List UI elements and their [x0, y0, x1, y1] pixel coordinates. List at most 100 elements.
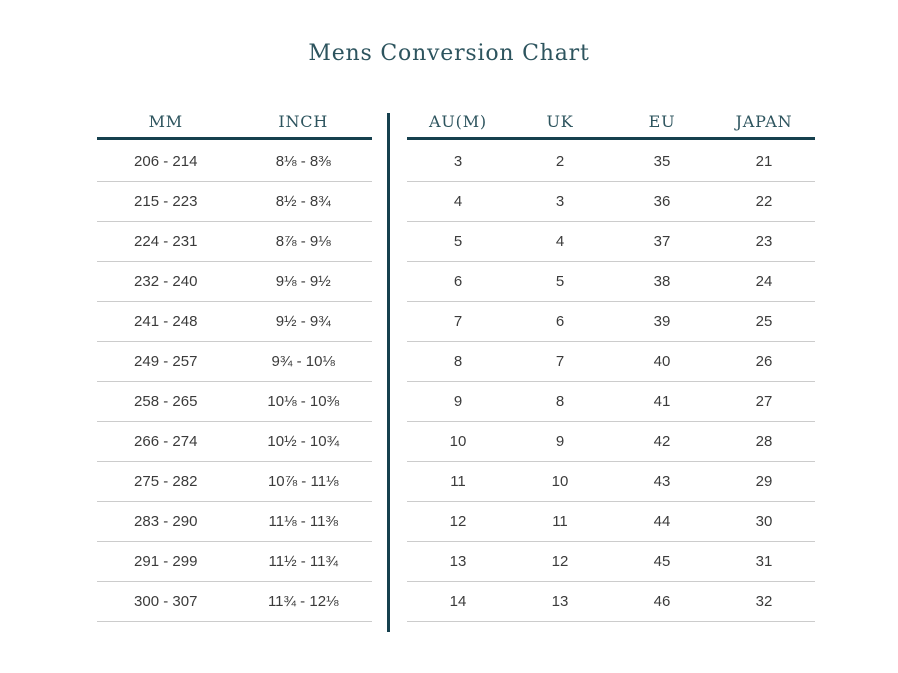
eu-size-value: 35: [653, 153, 671, 170]
eu-size-value: 46: [653, 593, 671, 610]
inch-value: 11½ - 11¾: [268, 553, 339, 570]
japan-size-value: 21: [755, 153, 773, 170]
inch-value: 11⅛ - 11⅜: [268, 513, 339, 530]
uk-size-value: 13: [551, 593, 569, 610]
au-size-value: 5: [453, 233, 463, 250]
mm-value: 266 - 274: [134, 433, 198, 450]
table-row: 13 12 45 31: [407, 542, 815, 582]
table-row: 14 13 46 32: [407, 582, 815, 622]
au-size-value: 9: [453, 393, 463, 410]
au-size-value: 3: [453, 153, 463, 170]
measurement-table-body: 206 - 214 8⅛ - 8⅜ 215 - 223 8½ - 8¾ 224 …: [97, 140, 372, 622]
region-size-table-body: 3 2 35 21 4 3 36 22 5 4 37 23: [407, 140, 815, 622]
table-row: 258 - 265 10⅛ - 10⅜: [97, 382, 372, 422]
eu-size-value: 45: [653, 553, 671, 570]
japan-size-value: 32: [755, 593, 773, 610]
region-size-table-header: AU(M) UK EU JAPAN: [407, 108, 815, 140]
inch-value: 10⅛ - 10⅜: [267, 393, 340, 410]
uk-size-value: 9: [555, 433, 565, 450]
uk-size-value: 6: [555, 313, 565, 330]
inch-value: 8⅞ - 9⅛: [275, 233, 331, 250]
japan-size-value: 31: [755, 553, 773, 570]
au-size-value: 6: [453, 273, 463, 290]
mm-value: 241 - 248: [134, 313, 198, 330]
table-row: 9 8 41 27: [407, 382, 815, 422]
au-size-value: 10: [449, 433, 467, 450]
japan-size-value: 28: [755, 433, 773, 450]
eu-size-value: 40: [653, 353, 671, 370]
table-row: 7 6 39 25: [407, 302, 815, 342]
uk-size-value: 12: [551, 553, 569, 570]
inch-value: 8½ - 8¾: [275, 193, 331, 210]
table-row: 300 - 307 11¾ - 12⅛: [97, 582, 372, 622]
table-row: 241 - 248 9½ - 9¾: [97, 302, 372, 342]
eu-size-value: 43: [653, 473, 671, 490]
table-row: 283 - 290 11⅛ - 11⅜: [97, 502, 372, 542]
uk-size-value: 11: [552, 513, 568, 530]
table-row: 10 9 42 28: [407, 422, 815, 462]
table-row: 6 5 38 24: [407, 262, 815, 302]
eu-size-value: 44: [653, 513, 671, 530]
inch-value: 11¾ - 12⅛: [267, 593, 339, 610]
japan-size-value: 25: [755, 313, 773, 330]
table-row: 8 7 40 26: [407, 342, 815, 382]
table-row: 275 - 282 10⅞ - 11⅛: [97, 462, 372, 502]
japan-size-value: 22: [755, 193, 773, 210]
japan-size-value: 24: [755, 273, 773, 290]
column-header-au: AU(M): [429, 112, 487, 131]
inch-value: 9¾ - 10⅛: [271, 353, 335, 370]
au-size-value: 8: [453, 353, 463, 370]
japan-size-value: 23: [755, 233, 773, 250]
au-size-value: 14: [449, 593, 467, 610]
eu-size-value: 42: [653, 433, 671, 450]
table-row: 249 - 257 9¾ - 10⅛: [97, 342, 372, 382]
uk-size-value: 7: [555, 353, 565, 370]
table-row: 12 11 44 30: [407, 502, 815, 542]
table-row: 291 - 299 11½ - 11¾: [97, 542, 372, 582]
column-header-eu: EU: [648, 112, 676, 131]
table-row: 5 4 37 23: [407, 222, 815, 262]
inch-value: 9½ - 9¾: [275, 313, 331, 330]
table-section-divider: [387, 113, 390, 632]
table-row: 224 - 231 8⅞ - 9⅛: [97, 222, 372, 262]
table-row: 3 2 35 21: [407, 142, 815, 182]
mm-value: 232 - 240: [134, 273, 198, 290]
page-title: Mens Conversion Chart: [308, 41, 590, 66]
measurement-table: MM INCH 206 - 214 8⅛ - 8⅜ 215 - 223 8½ -…: [97, 108, 372, 622]
eu-size-value: 37: [653, 233, 671, 250]
eu-size-value: 36: [653, 193, 671, 210]
uk-size-value: 8: [555, 393, 565, 410]
mm-value: 206 - 214: [134, 153, 198, 170]
japan-size-value: 27: [755, 393, 773, 410]
au-size-value: 4: [453, 193, 463, 210]
table-row: 232 - 240 9⅛ - 9½: [97, 262, 372, 302]
column-header-mm: MM: [148, 112, 183, 131]
eu-size-value: 39: [653, 313, 671, 330]
inch-value: 9⅛ - 9½: [275, 273, 331, 290]
mm-value: 215 - 223: [134, 193, 198, 210]
uk-size-value: 10: [551, 473, 569, 490]
mm-value: 283 - 290: [134, 513, 198, 530]
japan-size-value: 26: [755, 353, 773, 370]
uk-size-value: 3: [555, 193, 565, 210]
inch-value: 8⅛ - 8⅜: [275, 153, 331, 170]
region-size-table: AU(M) UK EU JAPAN 3 2 35 21 4 3 36 22: [407, 108, 815, 622]
au-size-value: 13: [449, 553, 467, 570]
table-row: 215 - 223 8½ - 8¾: [97, 182, 372, 222]
eu-size-value: 38: [653, 273, 671, 290]
column-header-uk: UK: [546, 112, 574, 131]
inch-value: 10½ - 10¾: [267, 433, 340, 450]
table-row: 4 3 36 22: [407, 182, 815, 222]
au-size-value: 11: [450, 473, 466, 490]
mm-value: 291 - 299: [134, 553, 198, 570]
table-row: 11 10 43 29: [407, 462, 815, 502]
au-size-value: 7: [453, 313, 463, 330]
mm-value: 275 - 282: [134, 473, 198, 490]
japan-size-value: 30: [755, 513, 773, 530]
inch-value: 10⅞ - 11⅛: [267, 473, 339, 490]
column-header-inch: INCH: [278, 112, 329, 131]
table-row: 266 - 274 10½ - 10¾: [97, 422, 372, 462]
uk-size-value: 5: [555, 273, 565, 290]
uk-size-value: 4: [555, 233, 565, 250]
